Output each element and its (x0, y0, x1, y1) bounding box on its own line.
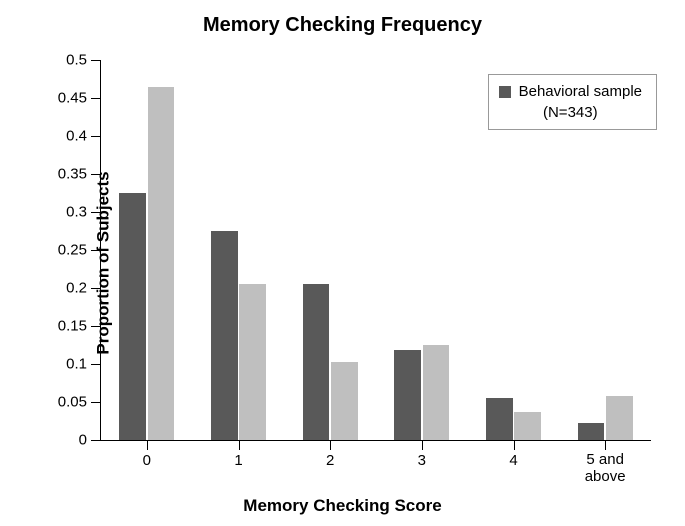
x-tick-label: 0 (143, 452, 151, 469)
y-tick-label: 0.1 (66, 356, 87, 373)
x-tick-label: 1 (234, 452, 242, 469)
y-tick-label: 0 (79, 432, 87, 449)
x-tick-label: 3 (418, 452, 426, 469)
x-tick-label: 4 (509, 452, 517, 469)
y-tick (91, 364, 101, 365)
legend-label: Behavioral sample (519, 83, 642, 100)
chart-container: Memory Checking Frequency Proportion of … (0, 0, 685, 526)
bar-series-1 (606, 396, 633, 440)
y-tick-label: 0.35 (58, 166, 87, 183)
bar-series-0 (578, 423, 605, 440)
x-tick (514, 440, 515, 450)
bar-series-1 (331, 362, 358, 440)
y-tick-label: 0.5 (66, 52, 87, 69)
x-tick-label: 5 andabove (585, 452, 626, 485)
bar-series-0 (211, 231, 238, 440)
bar-series-1 (239, 284, 266, 440)
bar-series-0 (486, 398, 513, 440)
chart-title: Memory Checking Frequency (0, 14, 685, 37)
x-tick (239, 440, 240, 450)
y-tick-label: 0.45 (58, 90, 87, 107)
x-tick (422, 440, 423, 450)
x-tick (330, 440, 331, 450)
y-tick (91, 402, 101, 403)
y-tick (91, 326, 101, 327)
bar-series-0 (394, 350, 421, 440)
y-tick (91, 60, 101, 61)
y-tick (91, 136, 101, 137)
x-tick (605, 440, 606, 450)
y-tick-label: 0.4 (66, 128, 87, 145)
bar-series-1 (148, 87, 175, 440)
legend: Behavioral sample (N=343) (488, 74, 657, 130)
y-tick (91, 250, 101, 251)
y-tick-label: 0.25 (58, 242, 87, 259)
legend-note: (N=343) (499, 104, 642, 121)
legend-item: Behavioral sample (499, 83, 642, 100)
x-tick-label: 2 (326, 452, 334, 469)
y-tick-label: 0.3 (66, 204, 87, 221)
legend-swatch (499, 86, 511, 98)
y-tick-label: 0.2 (66, 280, 87, 297)
bar-series-1 (514, 412, 541, 440)
y-tick (91, 174, 101, 175)
y-tick (91, 98, 101, 99)
y-tick-label: 0.05 (58, 394, 87, 411)
y-tick (91, 288, 101, 289)
y-tick (91, 212, 101, 213)
y-tick (91, 440, 101, 441)
bar-series-0 (303, 284, 330, 440)
bar-series-1 (423, 345, 450, 440)
bar-series-0 (119, 193, 146, 440)
x-axis-label: Memory Checking Score (0, 496, 685, 516)
x-tick (147, 440, 148, 450)
y-tick-label: 0.15 (58, 318, 87, 335)
